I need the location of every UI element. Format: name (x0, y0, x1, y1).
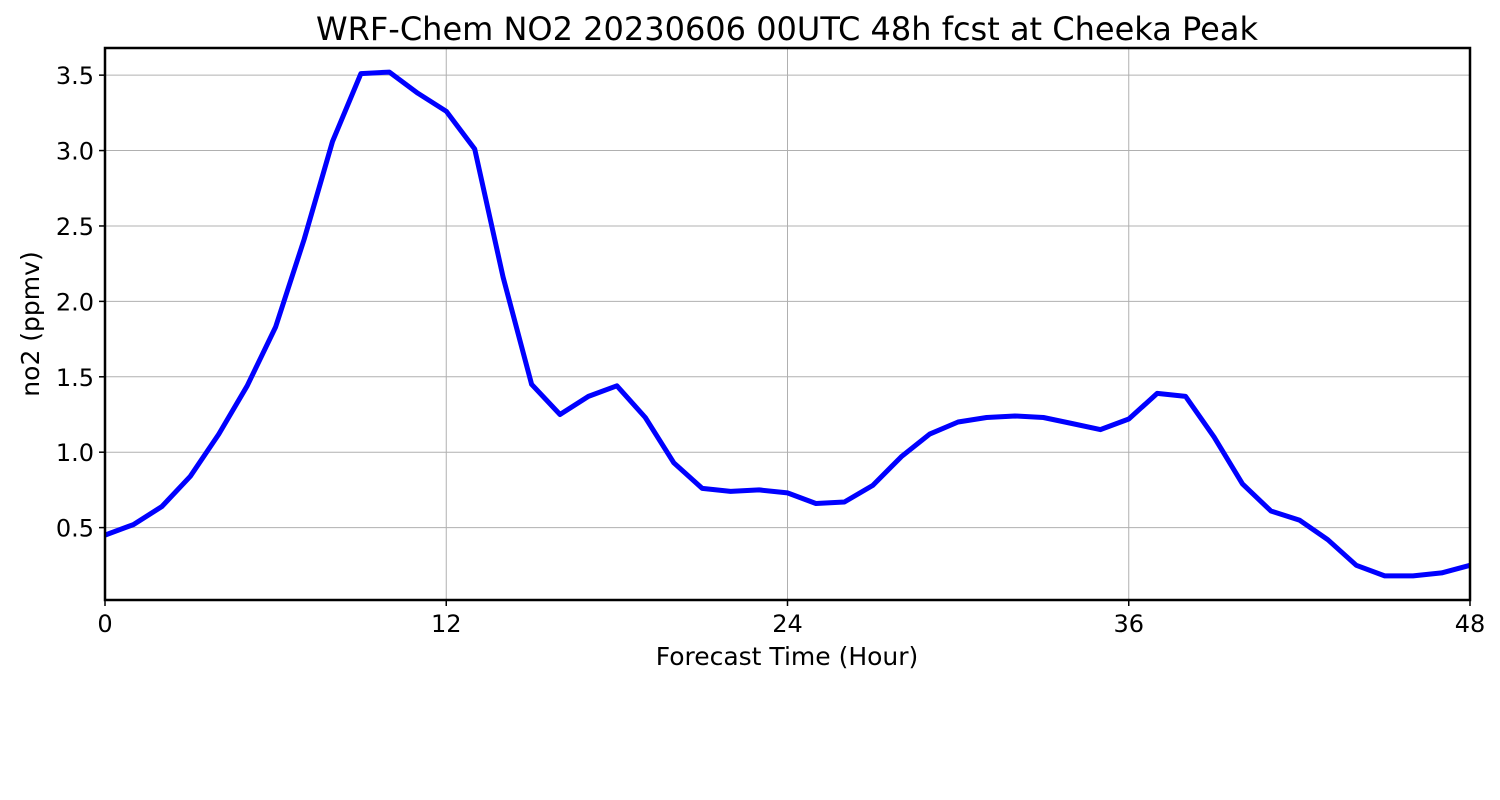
x-tick-label: 24 (772, 610, 803, 638)
grid (104, 48, 1471, 600)
y-tick-label: 3.5 (56, 62, 94, 90)
x-tick-label: 0 (97, 610, 112, 638)
y-tick-label: 2.0 (56, 288, 94, 316)
y-tick-label: 1.0 (56, 439, 94, 467)
y-axis: 0.5 1.0 1.5 2.0 2.5 3.0 3.5 (56, 62, 105, 543)
y-tick-label: 0.5 (56, 515, 94, 543)
y-tick-label: 3.0 (56, 138, 94, 166)
x-tick-label: 36 (1113, 610, 1144, 638)
x-axis: 0 12 24 36 48 (97, 600, 1485, 638)
x-tick-label: 48 (1455, 610, 1486, 638)
plot-area (104, 69, 1471, 579)
no2-series-line (104, 69, 1471, 579)
x-axis-label: Forecast Time (Hour) (656, 642, 919, 671)
chart-title: WRF-Chem NO2 20230606 00UTC 48h fcst at … (316, 10, 1258, 48)
y-axis-label: no2 (ppmv) (16, 251, 45, 396)
y-tick-label: 1.5 (56, 364, 94, 392)
y-tick-label: 2.5 (56, 213, 94, 241)
x-tick-label: 12 (431, 610, 462, 638)
